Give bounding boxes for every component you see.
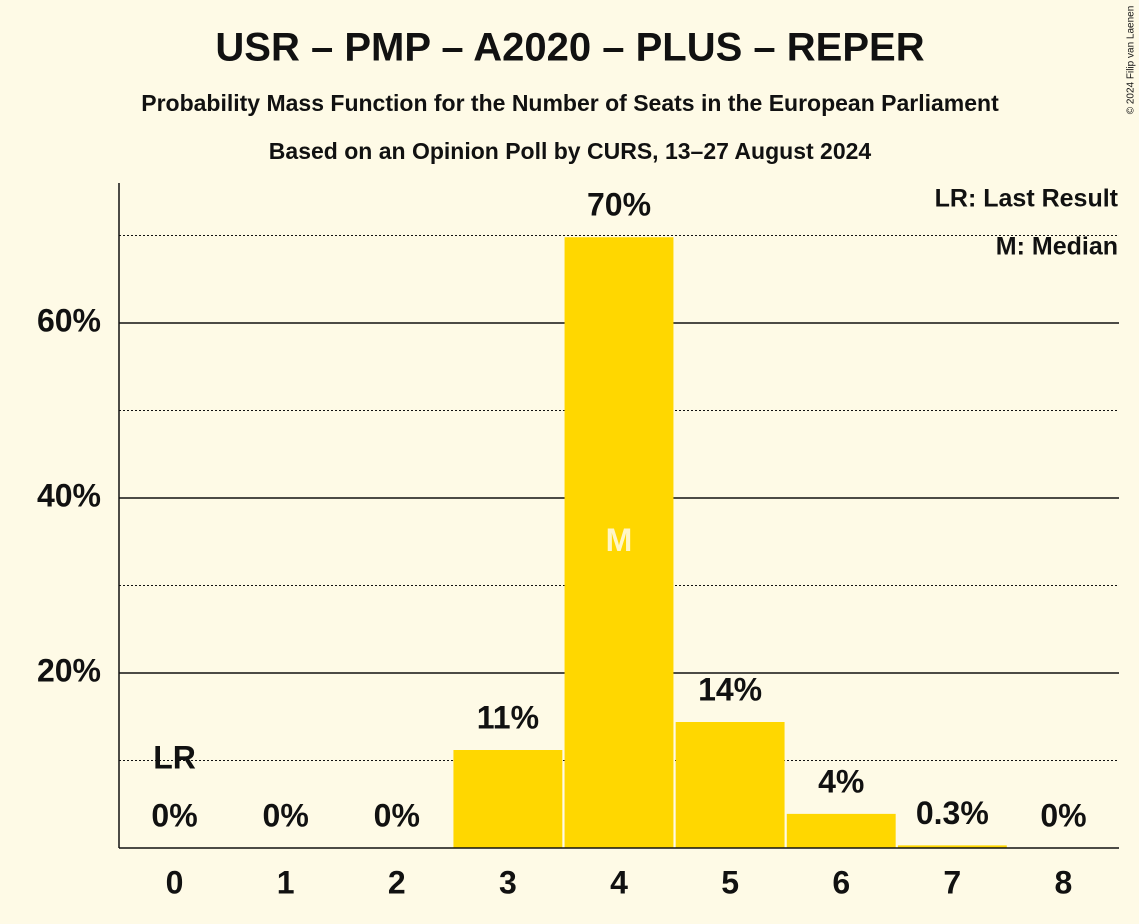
value-label: 0% (374, 797, 420, 833)
value-label: 0% (1040, 797, 1086, 833)
x-tick-label: 4 (610, 864, 628, 900)
bar (675, 722, 785, 848)
x-tick-label: 6 (832, 864, 850, 900)
x-tick-label: 1 (277, 864, 295, 900)
value-label: 4% (818, 763, 864, 799)
chart-subtitle: Probability Mass Function for the Number… (141, 90, 999, 116)
credit: © 2024 Filip van Laenen (1126, 6, 1137, 115)
bar (897, 845, 1007, 848)
value-label: 11% (477, 699, 539, 735)
chart-title: USR – PMP – A2020 – PLUS – REPER (215, 26, 924, 70)
bar (786, 813, 896, 848)
chart-subtitle: Based on an Opinion Poll by CURS, 13–27 … (269, 138, 872, 164)
value-label: 0% (151, 797, 197, 833)
median-marker: M (606, 522, 633, 558)
last-result-marker: LR (153, 739, 196, 775)
bar (564, 237, 674, 848)
value-label: 70% (587, 187, 651, 223)
legend-entry: LR: Last Result (935, 185, 1119, 213)
value-label: 0.3% (916, 795, 989, 831)
y-tick-label: 20% (37, 652, 101, 688)
x-tick-label: 5 (721, 864, 739, 900)
y-tick-label: 60% (37, 302, 101, 338)
legend-entry: M: Median (996, 233, 1118, 261)
x-tick-label: 2 (388, 864, 406, 900)
y-tick-label: 40% (37, 477, 101, 513)
value-label: 14% (698, 671, 762, 707)
x-tick-label: 8 (1055, 864, 1073, 900)
x-tick-label: 0 (166, 864, 184, 900)
bar (453, 750, 563, 848)
value-label: 0% (263, 797, 309, 833)
x-tick-label: 3 (499, 864, 517, 900)
x-tick-label: 7 (943, 864, 961, 900)
